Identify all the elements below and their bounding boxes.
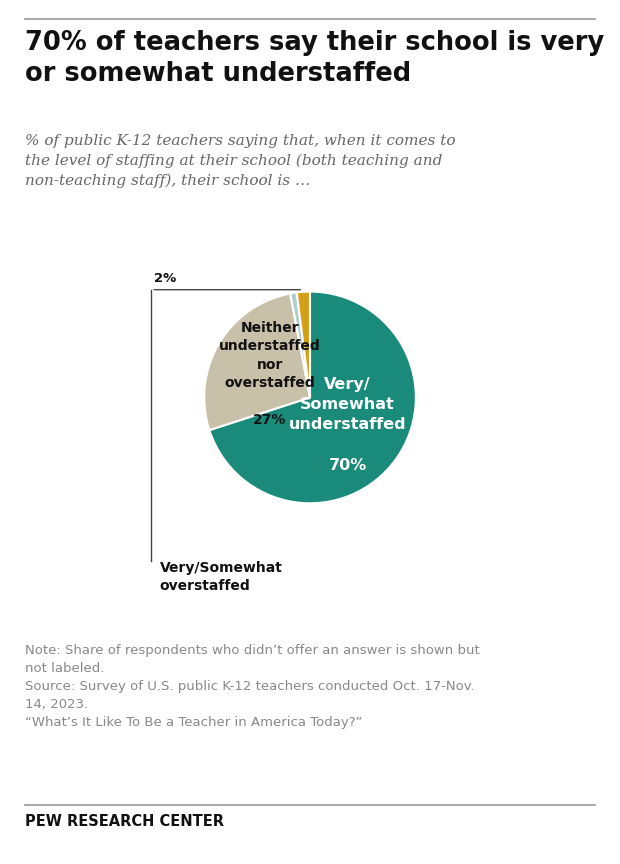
Text: Note: Share of respondents who didn’t offer an answer is shown but
not labeled.
: Note: Share of respondents who didn’t of… [25,644,479,728]
Text: 70% of teachers say their school is very
or somewhat understaffed: 70% of teachers say their school is very… [25,30,604,87]
Wedge shape [204,294,310,430]
Wedge shape [290,292,310,397]
Text: 2%: 2% [154,272,177,285]
Text: Very/Somewhat
overstaffed: Very/Somewhat overstaffed [160,562,283,594]
Text: % of public K-12 teachers saying that, when it comes to
the level of staffing at: % of public K-12 teachers saying that, w… [25,134,455,188]
Text: PEW RESEARCH CENTER: PEW RESEARCH CENTER [25,814,224,829]
Wedge shape [297,292,310,397]
Text: Very/
Somewhat
understaffed

70%: Very/ Somewhat understaffed 70% [289,377,407,473]
Text: Neither
understaffed
nor
overstaffed

27%: Neither understaffed nor overstaffed 27% [219,321,321,427]
Wedge shape [210,292,416,503]
